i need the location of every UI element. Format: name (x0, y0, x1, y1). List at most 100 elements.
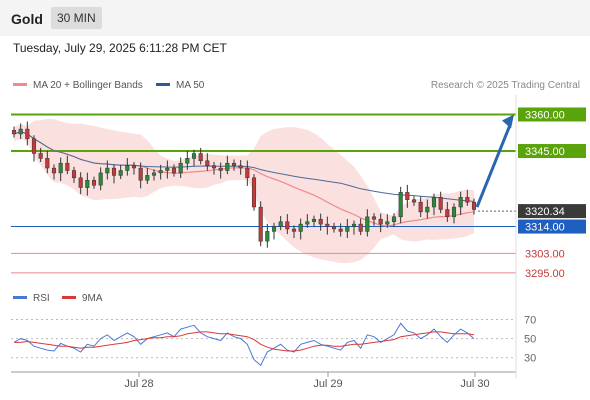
candle-body (145, 175, 150, 181)
rsi-swatch (13, 295, 27, 299)
legend-9ma: 9MA (62, 293, 103, 304)
level-tag-3360.00 (518, 107, 586, 122)
candle-body (71, 170, 77, 179)
instrument-title: Gold (11, 11, 43, 27)
candle-body (98, 172, 103, 186)
candle-body (418, 201, 423, 213)
candle-body (378, 218, 383, 225)
candle-body (151, 172, 157, 176)
candle-body (338, 228, 343, 232)
candle-body (285, 221, 290, 230)
ma9-label: 9MA (82, 293, 103, 304)
candle-body (65, 162, 70, 171)
candle-body (431, 197, 437, 208)
ma50-label: MA 50 (176, 80, 205, 91)
candle-body (205, 160, 210, 166)
candle-body (225, 162, 230, 171)
candle-body (398, 192, 403, 218)
bollinger-band (14, 119, 474, 263)
candle-body (451, 206, 457, 218)
candle-body (78, 177, 83, 188)
candle-body (31, 138, 37, 154)
candle-body (298, 223, 303, 232)
candle-body (331, 226, 337, 230)
candle-body (18, 128, 23, 135)
candle-body (345, 226, 350, 232)
header-bar: Gold 30 MIN (0, 0, 590, 36)
timeframe-badge[interactable]: 30 MIN (51, 7, 102, 29)
level-tag-text: 3360.00 (525, 109, 565, 121)
candle-body (425, 206, 430, 213)
candle-body (218, 167, 223, 171)
candle-body (445, 209, 450, 218)
ma50-line (13, 130, 475, 202)
legend-ma50: MA 50 (156, 80, 204, 91)
legend-rsi: RSI (13, 293, 50, 304)
candle-body (471, 201, 477, 210)
candle-body (438, 197, 443, 210)
candle-body (411, 199, 417, 203)
candle-body (191, 153, 197, 159)
candle-body (91, 180, 97, 186)
candle-body (25, 128, 30, 140)
candle-body (278, 221, 283, 227)
x-tick-Jul 28: Jul 28 (124, 378, 153, 390)
candle-body (311, 218, 317, 222)
level-tag-3320.34 (518, 204, 586, 219)
candle-body (238, 165, 243, 169)
candle-body (85, 180, 90, 188)
candle-body (245, 167, 250, 179)
level-tag-text: 3320.34 (525, 206, 565, 218)
candle-body (318, 218, 323, 225)
candle-body (325, 223, 330, 227)
rsi-tick-50: 50 (524, 334, 536, 346)
x-tick-Jul 30: Jul 30 (460, 378, 489, 390)
candle-body (105, 167, 110, 174)
rsi-line (13, 322, 475, 367)
rsi-label: RSI (33, 293, 50, 304)
candle-body (258, 206, 263, 242)
candle-body (178, 162, 183, 174)
level-tag-text: 3345.00 (525, 146, 565, 158)
candle-body (138, 167, 143, 181)
candle-body (265, 231, 270, 242)
candle-body (165, 167, 170, 171)
candle-body (11, 130, 17, 135)
candle-body (45, 158, 50, 169)
level-tag-3295.00: 3295.00 (525, 268, 565, 280)
x-tick-Jul 29: Jul 29 (313, 378, 342, 390)
candle-body (251, 177, 257, 208)
ma20-label: MA 20 + Bollinger Bands (33, 80, 143, 91)
candle-body (198, 153, 203, 162)
candle-body (111, 167, 117, 176)
rsi-tick-30: 30 (524, 353, 536, 365)
candle-body (465, 197, 470, 203)
candle-body (371, 216, 377, 220)
candle-body (185, 158, 190, 164)
forecast-arrowhead (502, 114, 514, 129)
level-tag-text: 3314.00 (525, 222, 565, 234)
candle-body (158, 170, 163, 174)
candle-body (271, 226, 277, 232)
ma20-swatch (13, 82, 27, 86)
candle-body (231, 162, 237, 166)
candle-body (405, 192, 410, 200)
rsi-9ma-line (14, 331, 475, 352)
candle-body (458, 197, 463, 208)
rsi-tick-70: 70 (524, 315, 536, 327)
level-tag-3303.00: 3303.00 (525, 248, 565, 260)
ma50-swatch (156, 82, 170, 86)
candle-body (358, 223, 363, 232)
forecast-arrow (475, 121, 513, 208)
candle-body (125, 165, 130, 171)
level-tag-3314.00 (518, 219, 586, 234)
candle-body (58, 162, 63, 174)
legend-ma20: MA 20 + Bollinger Bands (13, 80, 143, 91)
level-tag-3345.00 (518, 144, 586, 159)
candle-body (291, 228, 297, 232)
copyright-notice: Research © 2025 Trading Central (430, 80, 580, 91)
candle-body (385, 221, 390, 225)
chart-datetime: Tuesday, July 29, 2025 6:11:28 PM CET (13, 41, 227, 55)
candle-body (351, 223, 357, 227)
